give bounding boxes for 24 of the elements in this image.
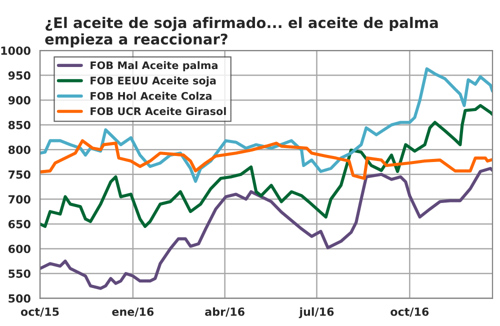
y-tick-label: 550 [8,269,30,278]
chart-title: ¿El aceite de soja afirmado... el aceite de palma empieza a reaccionar? [45,16,438,48]
legend-label: FOB UCR Aceite Girasol [90,107,226,116]
legend-label: FOB Mal Aceite palma [90,61,218,72]
y-tick-label: 950 [8,71,30,80]
y-tick-label: 900 [8,96,30,104]
line-series [40,104,492,228]
y-tick-label: 850 [8,120,30,130]
y-tick-label: 1000 [1,46,30,55]
y-tick-label: 500 [8,294,30,303]
x-tick-label: oct/15 [20,308,59,317]
y-tick-label: 650 [8,220,30,228]
x-tick-label: jul/16 [298,307,334,318]
x-tick-label: oct/16 [390,308,429,317]
x-tick-label: ene/16 [112,308,154,317]
line-series [40,139,492,180]
y-tick-label: 700 [8,195,30,204]
legend-label: FOB EEUU Aceite soja [90,76,216,87]
y-tick-label: 800 [8,146,30,154]
y-tick-label: 600 [8,244,30,254]
x-tick-label: abr/16 [205,307,244,317]
y-tick-label: 750 [8,170,30,179]
line-series [40,166,492,290]
legend-label: FOB Hol Aceite Colza [90,92,212,100]
